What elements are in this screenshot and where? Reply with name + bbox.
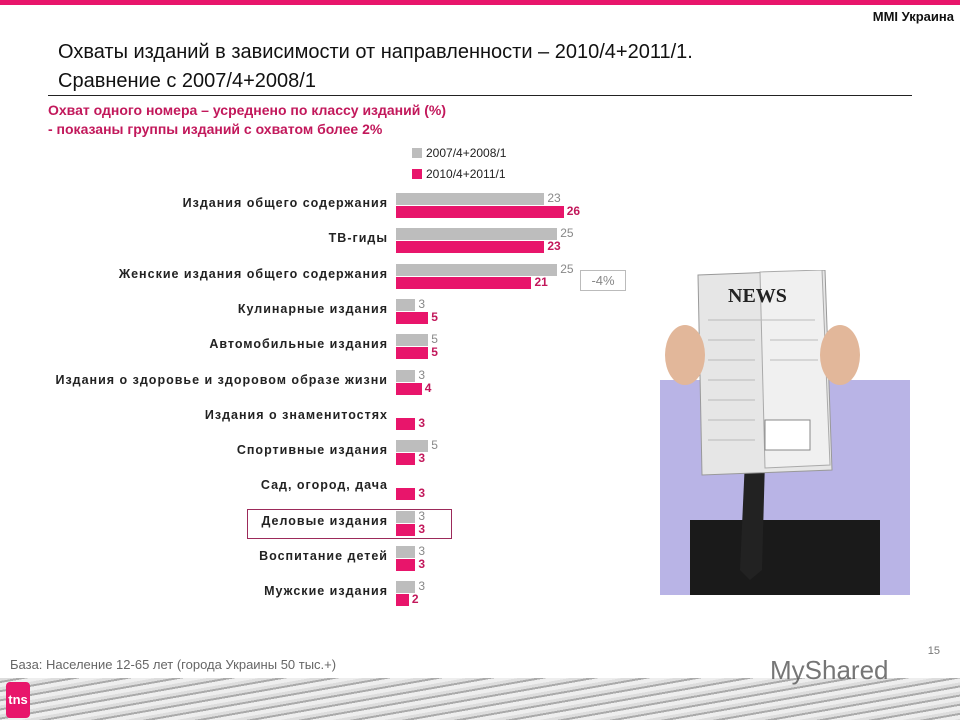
page-number: 15 xyxy=(927,645,940,657)
category-label: Мужские издания xyxy=(264,584,388,599)
bar-2010 xyxy=(396,206,564,218)
data-label: 2 xyxy=(411,592,419,607)
category-label: Женские издания общего содержания xyxy=(118,266,388,281)
data-label: 3 xyxy=(418,508,426,523)
category-label: Издания общего содержания xyxy=(182,196,388,210)
category-label: Автомобильные издания xyxy=(209,337,388,352)
right-hand xyxy=(820,325,860,385)
data-label: 3 xyxy=(418,415,426,430)
bar-2007 xyxy=(396,298,416,311)
data-label: 21 xyxy=(534,274,548,289)
tie xyxy=(740,460,765,580)
data-label: 23 xyxy=(547,239,561,254)
pants xyxy=(690,520,880,595)
data-label: 25 xyxy=(560,226,574,241)
bar-2010 xyxy=(396,382,422,395)
legend-item-1: 2010/4+2011/1 xyxy=(412,167,506,181)
data-label: 23 xyxy=(547,191,561,205)
tns-logo: tns xyxy=(6,682,30,718)
bar-2010 xyxy=(396,276,532,289)
newspaper-heading: NEWS xyxy=(728,285,787,307)
highlight-box xyxy=(247,509,452,539)
bar-2010 xyxy=(396,417,416,430)
bar-2010 xyxy=(396,594,409,607)
bar-2007 xyxy=(396,440,429,453)
man-reading-newspaper-image: NEWS xyxy=(660,270,910,595)
bar-2010 xyxy=(396,347,429,360)
category-label: Кулинарные издания xyxy=(237,301,388,316)
newspaper-text-lines xyxy=(708,319,818,441)
data-label: 5 xyxy=(431,345,438,360)
page-title: Охваты изданий в зависимости от направле… xyxy=(58,38,908,96)
category-label: Сад, огород, дача xyxy=(260,478,388,493)
data-label: 3 xyxy=(418,557,426,571)
subtitle-line-2: - показаны группы изданий с охватом боле… xyxy=(48,121,383,137)
data-label: 25 xyxy=(560,261,574,276)
legend-swatch xyxy=(412,169,422,179)
data-label: 3 xyxy=(418,544,426,558)
legend-item-0: 2007/4+2008/1 xyxy=(412,146,506,160)
chart-subtitle: Охват одного номера – усреднено по класс… xyxy=(48,101,446,139)
category-label: Издания о здоровье и здоровом образе жиз… xyxy=(55,372,388,387)
data-label: 26 xyxy=(566,204,581,218)
newspaper-footer-strip xyxy=(0,678,960,720)
bar-chart: Издания общего содержания 23 26 ТВ-гиды 25 23… xyxy=(55,191,581,607)
base-note: База: Население 12-65 лет (города Украин… xyxy=(10,657,337,672)
data-label: 5 xyxy=(431,309,438,324)
data-label: 3 xyxy=(418,367,426,382)
legend-label: 2007/4+2008/1 xyxy=(426,146,507,160)
legend-label: 2010/4+2011/1 xyxy=(426,167,506,181)
bar-2007 xyxy=(396,510,416,523)
bar-2007 xyxy=(396,193,545,205)
bar-2007 xyxy=(396,581,416,594)
category-label: Деловые издания xyxy=(261,513,388,528)
legend-swatch xyxy=(412,148,422,158)
brand-label: MMI Украина xyxy=(872,9,954,24)
bar-2010 xyxy=(396,241,545,254)
category-label: Спортивные издания xyxy=(236,443,388,458)
top-accent-bar xyxy=(0,0,960,5)
data-label: 3 xyxy=(418,579,426,594)
data-label: 5 xyxy=(431,438,438,453)
title-line-1: Охваты изданий в зависимости от направле… xyxy=(58,41,693,63)
bar-2007 xyxy=(396,369,416,382)
left-hand xyxy=(665,325,705,385)
data-label: 3 xyxy=(418,451,426,466)
bar-2010 xyxy=(396,488,416,501)
category-label: Воспитание детей xyxy=(259,549,388,563)
bar-2010 xyxy=(396,453,416,466)
bar-2010 xyxy=(396,311,429,324)
bar-2007 xyxy=(396,228,558,241)
category-label: ТВ-гиды xyxy=(328,231,388,246)
delta-badge: -4% xyxy=(580,270,626,291)
data-label: 3 xyxy=(418,521,426,536)
bar-2010 xyxy=(396,523,416,536)
data-label: 3 xyxy=(418,486,426,501)
title-divider xyxy=(48,95,912,96)
subtitle-line-1: Охват одного номера – усреднено по класс… xyxy=(48,102,447,118)
data-label: 5 xyxy=(431,332,438,347)
bar-2010 xyxy=(396,559,416,571)
data-label: 3 xyxy=(418,296,426,311)
bar-2007 xyxy=(396,334,429,347)
myshared-watermark: MyShared xyxy=(770,655,889,685)
bar-2007 xyxy=(396,546,416,558)
data-label: 4 xyxy=(424,380,432,395)
title-line-2: Сравнение с 2007/4+2008/1 xyxy=(58,70,316,92)
newspaper-chart-graphic xyxy=(764,419,811,451)
bar-2007 xyxy=(396,263,558,276)
category-label: Издания о знаменитостях xyxy=(204,407,388,422)
